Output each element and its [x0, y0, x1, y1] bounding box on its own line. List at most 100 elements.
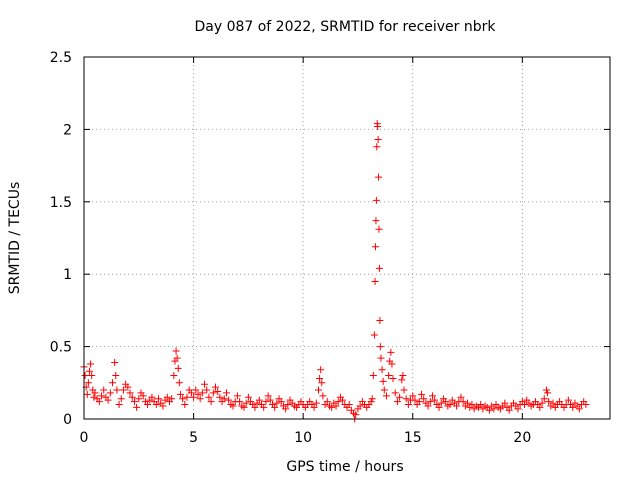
x-tick-label: 10: [294, 430, 312, 446]
data-point-marker: [536, 403, 544, 411]
data-point-marker: [277, 398, 285, 406]
data-point-marker: [85, 367, 93, 375]
data-point-marker: [521, 401, 529, 409]
x-tick-label: 5: [189, 430, 198, 446]
data-point-marker: [260, 403, 268, 411]
data-point-marker: [190, 393, 198, 401]
data-point-marker: [83, 390, 91, 398]
data-point-marker: [426, 398, 434, 406]
data-point-marker: [168, 395, 176, 403]
data-point-marker: [91, 389, 99, 397]
data-point-marker: [90, 393, 98, 401]
data-point-marker: [187, 389, 195, 397]
data-point-marker: [198, 389, 206, 397]
data-point-marker: [418, 390, 426, 398]
data-point-marker: [464, 399, 472, 407]
data-point-marker: [316, 374, 324, 382]
data-point-marker: [87, 360, 95, 368]
data-point-marker: [396, 393, 404, 401]
data-point-marker: [236, 398, 244, 406]
data-point-marker: [225, 396, 233, 404]
data-point-marker: [323, 398, 331, 406]
data-point-marker: [128, 393, 136, 401]
data-point-marker: [400, 386, 408, 394]
data-point-marker: [398, 376, 406, 384]
data-point-marker: [391, 389, 399, 397]
y-tick-label: 2: [63, 122, 72, 138]
data-point-marker: [367, 398, 375, 406]
data-point-marker: [435, 403, 443, 411]
data-point-marker: [266, 396, 274, 404]
data-point-marker: [174, 364, 182, 372]
data-point-marker: [424, 402, 432, 410]
data-point-marker: [126, 389, 134, 397]
data-point-marker: [549, 399, 557, 407]
data-point-marker: [371, 277, 379, 285]
data-point-marker: [378, 366, 386, 374]
data-point-marker: [404, 401, 412, 409]
data-point-marker: [117, 395, 125, 403]
data-point-marker: [389, 374, 397, 382]
data-point-marker: [409, 392, 417, 400]
data-point-marker: [144, 401, 152, 409]
data-point-marker: [192, 386, 200, 394]
data-point-marker: [376, 343, 384, 351]
data-point-marker: [130, 398, 138, 406]
data-point-marker: [112, 372, 120, 380]
data-point-marker: [81, 372, 89, 380]
data-point-marker: [477, 401, 485, 409]
data-point-marker: [370, 331, 378, 339]
data-point-marker: [111, 359, 119, 367]
data-point-marker: [284, 401, 292, 409]
data-point-marker: [220, 395, 228, 403]
data-point-marker: [380, 386, 388, 394]
data-point-marker: [95, 398, 103, 406]
x-tick-label: 0: [80, 430, 89, 446]
data-point-marker: [251, 403, 259, 411]
data-point-marker: [201, 380, 209, 388]
data-point-marker: [244, 393, 252, 401]
data-point-marker: [379, 377, 387, 385]
data-point-marker: [155, 395, 163, 403]
data-point-marker: [312, 399, 320, 407]
data-point-marker: [368, 395, 376, 403]
data-point-marker: [216, 393, 224, 401]
x-axis-tick-labels: 0 5 10 15 20: [80, 430, 532, 446]
data-point-marker: [310, 403, 318, 411]
data-point-marker: [374, 123, 382, 131]
data-point-marker: [345, 401, 353, 409]
data-point-marker: [113, 386, 121, 394]
data-point-marker: [371, 243, 379, 251]
data-point-marker: [124, 383, 132, 391]
y-tick-label: 0.5: [50, 340, 72, 356]
data-point-marker: [369, 372, 377, 380]
y-tick-label: 0: [63, 412, 72, 428]
y-axis-tick-labels: 0 0.5 1 1.5 2 2.5: [50, 50, 72, 428]
data-point-marker: [98, 392, 106, 400]
data-point-marker: [271, 403, 279, 411]
data-point-marker: [203, 386, 211, 394]
data-point-marker: [196, 395, 204, 403]
data-point-marker: [375, 173, 383, 181]
data-point-marker: [468, 401, 476, 409]
data-point-marker: [181, 401, 189, 409]
data-point-marker: [372, 196, 380, 204]
data-point-marker: [332, 402, 340, 410]
data-point-marker: [163, 393, 171, 401]
data-point-marker: [315, 386, 323, 394]
data-point-marker: [194, 390, 202, 398]
data-point-marker: [328, 403, 336, 411]
data-point-marker: [119, 386, 127, 394]
x-tick-label: 15: [404, 430, 422, 446]
data-point-marker: [437, 399, 445, 407]
data-point-marker: [569, 403, 577, 411]
data-point-marker: [564, 396, 572, 404]
data-point-marker: [179, 395, 187, 403]
x-axis-title: GPS time / hours: [286, 459, 403, 475]
data-point-marker: [415, 398, 423, 406]
data-point-marker: [582, 401, 590, 409]
data-point-marker: [229, 402, 237, 410]
data-point-marker: [356, 402, 364, 410]
data-point-marker: [376, 317, 384, 325]
data-point-marker: [104, 396, 112, 404]
